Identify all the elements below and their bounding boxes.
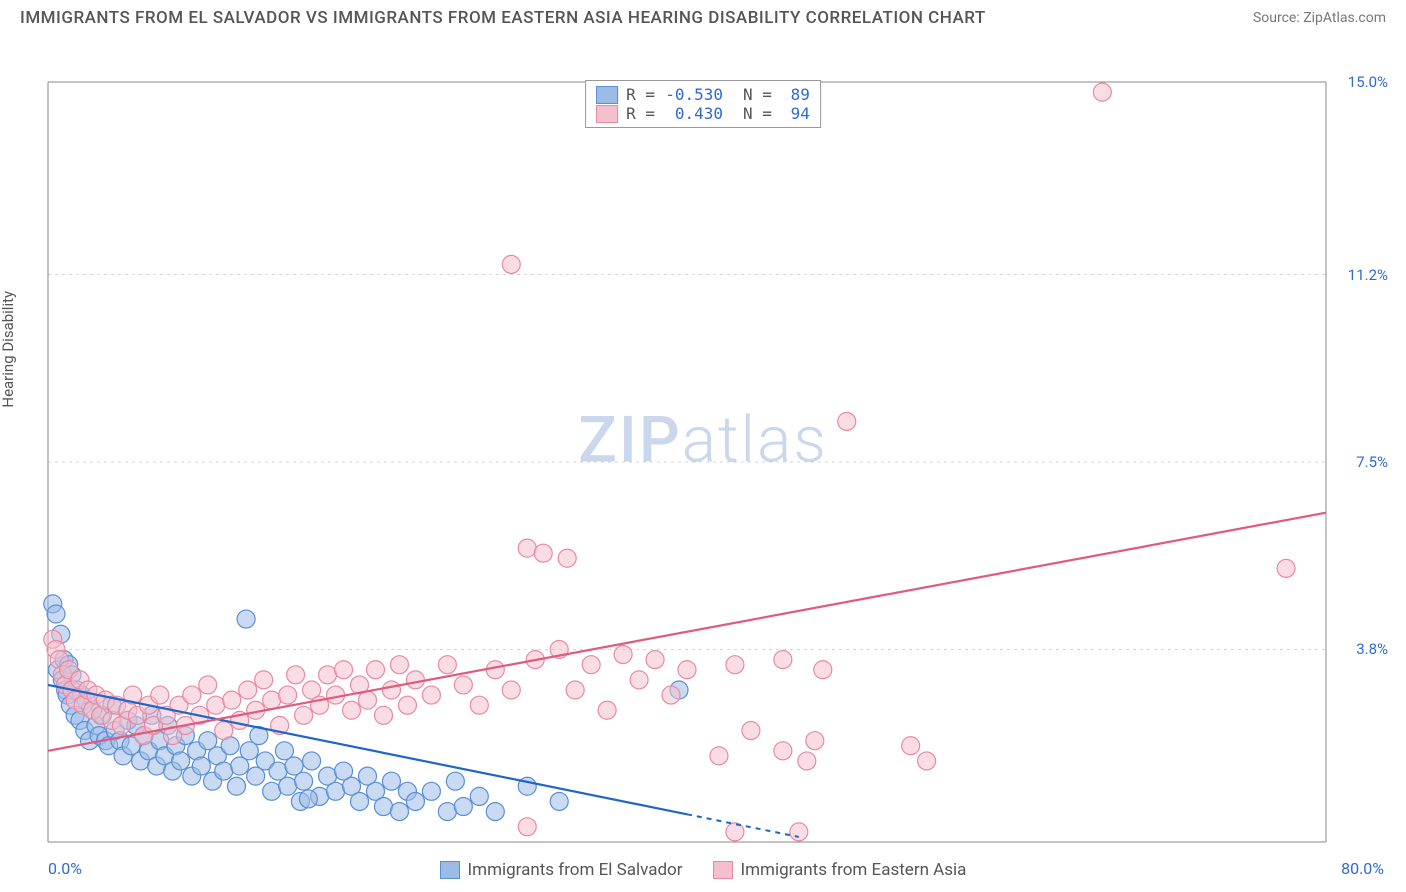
y-tick-label: 15.0% (1348, 73, 1388, 91)
swatch-eastern-asia (596, 105, 618, 123)
legend-item-el-salvador: Immigrants from El Salvador (440, 860, 683, 880)
y-axis-label: Hearing Disability (0, 291, 17, 408)
chart-title: IMMIGRANTS FROM EL SALVADOR VS IMMIGRANT… (20, 8, 986, 28)
series-legend: Immigrants from El Salvador Immigrants f… (0, 860, 1406, 880)
y-tick-label: 11.2% (1348, 266, 1388, 284)
chart-container: Hearing Disability ZIPatlas R = -0.530 N… (0, 32, 1406, 882)
legend-label: Immigrants from Eastern Asia (741, 860, 967, 880)
legend-item-eastern-asia: Immigrants from Eastern Asia (713, 860, 967, 880)
swatch-el-salvador (596, 86, 618, 104)
y-tick-label: 3.8% (1356, 640, 1388, 658)
legend-row-eastern-asia: R = 0.430 N = 94 (596, 104, 810, 123)
y-tick-label: 7.5% (1356, 453, 1388, 471)
scatter-chart (0, 32, 1406, 882)
correlation-legend: R = -0.530 N = 89 R = 0.430 N = 94 (585, 80, 821, 128)
swatch-eastern-asia (713, 861, 733, 879)
swatch-el-salvador (440, 861, 460, 879)
legend-row-el-salvador: R = -0.530 N = 89 (596, 85, 810, 104)
legend-label: Immigrants from El Salvador (468, 860, 683, 880)
source-label: Source: ZipAtlas.com (1253, 10, 1386, 26)
header: IMMIGRANTS FROM EL SALVADOR VS IMMIGRANT… (0, 0, 1406, 32)
